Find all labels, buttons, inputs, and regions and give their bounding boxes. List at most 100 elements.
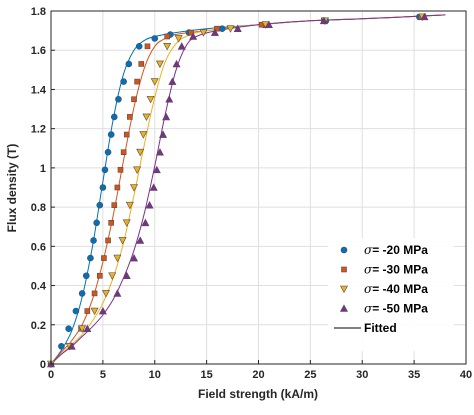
data-point-series-3	[133, 166, 142, 174]
data-point-series-3	[174, 35, 183, 43]
legend-marker-series-3	[339, 285, 349, 294]
legend-marker-series-1	[340, 246, 348, 254]
fitted-curve-series-4	[50, 14, 446, 365]
data-point-series-2	[105, 237, 111, 244]
y-tick-label: 0.4	[31, 281, 47, 293]
legend-sigma-symbol: σ	[364, 282, 373, 296]
data-point-series-3	[108, 272, 117, 280]
data-point-series-2	[138, 61, 145, 67]
x-tick-label: 10	[149, 369, 161, 381]
legend-sigma-symbol: σ	[364, 243, 373, 257]
legend-label-value: = -30 MPa	[372, 263, 428, 277]
legend-label-series-4: σ= -50 MPa	[364, 302, 428, 316]
data-point-series-3	[118, 237, 127, 245]
data-point-series-4	[98, 306, 107, 315]
x-tick-label: 15	[201, 369, 213, 381]
data-point-series-1	[120, 78, 127, 85]
x-tick-label: 35	[408, 369, 420, 381]
data-point-series-2	[120, 149, 127, 155]
legend-label-series-1: σ= -20 MPa	[364, 243, 428, 257]
data-markers	[46, 12, 429, 369]
data-point-series-4	[168, 77, 177, 85]
data-point-series-2	[188, 29, 194, 36]
data-point-series-3	[139, 131, 148, 139]
data-point-series-4	[113, 289, 122, 297]
y-tick-label: 1.8	[31, 6, 46, 18]
data-point-series-4	[189, 32, 198, 40]
y-tick-label: 1.2	[31, 124, 46, 136]
data-point-series-3	[90, 307, 99, 316]
data-point-series-4	[420, 12, 429, 21]
data-point-series-1	[135, 42, 143, 50]
data-point-series-2	[144, 43, 151, 50]
y-axis-label: Flux density (T)	[5, 144, 19, 233]
data-point-series-4	[319, 16, 328, 25]
data-point-series-1	[58, 343, 65, 350]
axis-ticks: 0 5 10 15 20 25 30 35 40 0 0.2 0.4 0.6 0.8 1 1.2 1.4 1.6 1…	[31, 6, 472, 381]
data-point-series-4	[210, 28, 219, 36]
y-tick-label: 1	[40, 163, 46, 175]
data-point-series-1	[99, 184, 107, 191]
data-point-series-2	[214, 25, 220, 32]
data-point-series-3	[199, 29, 208, 37]
data-point-series-1	[107, 131, 115, 138]
data-point-series-4	[145, 201, 154, 209]
data-point-series-4	[67, 342, 76, 350]
data-point-series-3	[146, 95, 155, 104]
legend-label-series-3: σ= -40 MPa	[364, 282, 428, 296]
data-point-series-2	[117, 167, 124, 173]
data-point-series-2	[114, 184, 121, 191]
legend-background	[328, 238, 454, 351]
y-tick-label: 1.6	[31, 45, 46, 57]
data-point-series-1	[87, 254, 94, 262]
legend-label-fitted: Fitted	[364, 321, 397, 335]
data-point-series-1	[82, 272, 90, 280]
data-point-series-1	[125, 60, 133, 68]
x-tick-label: 20	[252, 369, 264, 381]
x-tick-label: 0	[48, 369, 54, 381]
data-point-series-3	[78, 325, 87, 333]
data-point-series-2	[101, 255, 107, 261]
data-point-series-4	[122, 271, 131, 280]
data-point-series-4	[141, 218, 150, 227]
data-point-series-1	[72, 307, 80, 315]
data-point-series-3	[125, 201, 134, 210]
data-point-series-1	[90, 237, 97, 244]
data-point-series-3	[226, 25, 235, 33]
data-point-series-3	[150, 78, 159, 86]
data-point-series-3	[122, 219, 131, 227]
legend-sigma-symbol: σ	[364, 263, 373, 277]
legend-label-value: = -20 MPa	[372, 243, 428, 257]
data-point-series-2	[108, 220, 114, 226]
data-point-series-2	[111, 202, 118, 208]
data-point-series-4	[177, 42, 186, 50]
data-point-series-1	[65, 325, 72, 333]
data-point-series-3	[136, 148, 145, 157]
data-point-series-2	[131, 96, 137, 103]
data-point-series-3	[129, 184, 139, 192]
x-axis-label: Field strength (kA/m)	[198, 387, 318, 401]
legend-label-value: = -40 MPa	[372, 282, 428, 296]
data-point-series-1	[218, 25, 226, 32]
y-tick-label: 0.2	[31, 320, 46, 332]
data-point-series-3	[113, 254, 122, 263]
data-point-series-3	[142, 113, 151, 122]
data-point-series-2	[134, 78, 140, 85]
data-point-series-2	[84, 308, 91, 314]
data-point-series-2	[96, 272, 103, 279]
data-point-series-4	[233, 24, 242, 32]
data-point-series-4	[159, 130, 168, 138]
data-point-series-2	[123, 131, 130, 138]
data-point-series-1	[78, 290, 86, 297]
y-tick-label: 0	[40, 359, 46, 371]
data-point-series-1	[115, 95, 122, 103]
data-point-series-1	[151, 35, 159, 42]
data-point-series-4	[83, 324, 92, 333]
y-tick-label: 0.8	[31, 202, 46, 214]
data-point-series-1	[110, 113, 118, 121]
legend-sigma-symbol: σ	[364, 302, 373, 316]
data-point-series-4	[149, 183, 158, 191]
data-point-series-4	[152, 165, 161, 174]
